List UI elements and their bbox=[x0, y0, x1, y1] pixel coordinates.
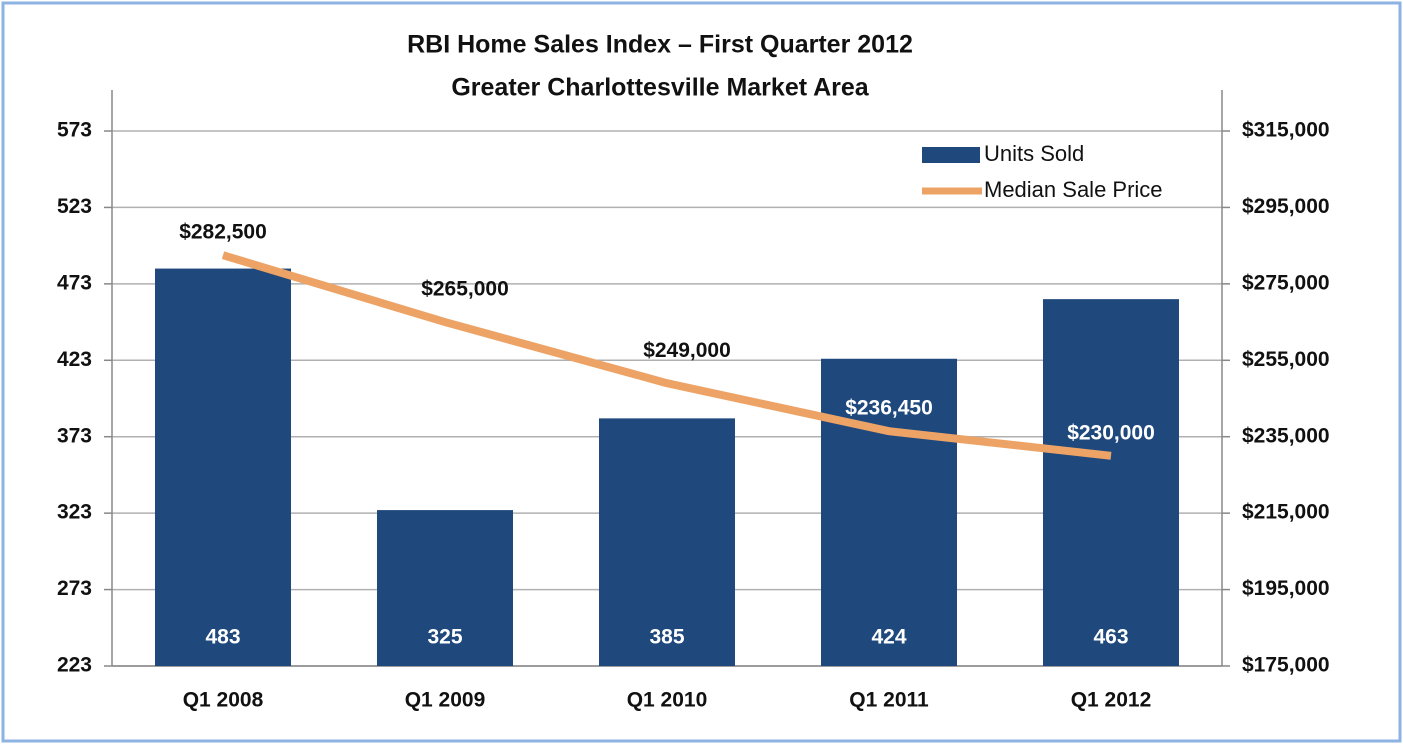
bar bbox=[1043, 299, 1179, 666]
line-value-label: $265,000 bbox=[421, 278, 509, 301]
y-tick-label: 223 bbox=[57, 654, 92, 677]
y2-tick-label: $315,000 bbox=[1242, 119, 1330, 142]
x-tick-label: Q1 2011 bbox=[849, 689, 929, 712]
x-tick-label: Q1 2010 bbox=[627, 689, 708, 712]
y2-tick-label: $235,000 bbox=[1242, 424, 1330, 447]
y-tick-label: 273 bbox=[57, 577, 92, 600]
bar bbox=[821, 358, 957, 666]
y2-tick-label: $255,000 bbox=[1242, 348, 1330, 371]
line-value-label: $249,000 bbox=[643, 339, 731, 362]
bar bbox=[377, 510, 513, 666]
bar bbox=[155, 268, 291, 666]
y2-tick-label: $215,000 bbox=[1242, 501, 1330, 524]
legend-label: Units Sold bbox=[984, 141, 1084, 166]
line bbox=[221, 251, 1112, 460]
y-tick-label: 523 bbox=[57, 195, 92, 218]
bar-value-label: 483 bbox=[205, 626, 240, 649]
x-tick-label: Q1 2008 bbox=[183, 689, 264, 712]
legend-swatch bbox=[922, 147, 980, 163]
y-tick-label: 473 bbox=[57, 271, 92, 294]
bar-value-label: 463 bbox=[1093, 626, 1128, 649]
line-value-label: $236,450 bbox=[845, 397, 933, 420]
y-tick-label: 373 bbox=[57, 424, 92, 447]
x-tick-label: Q1 2012 bbox=[1071, 689, 1152, 712]
bar bbox=[599, 418, 735, 666]
y2-tick-label: $275,000 bbox=[1242, 271, 1330, 294]
y2-tick-label: $295,000 bbox=[1242, 195, 1330, 218]
y2-tick-label: $195,000 bbox=[1242, 577, 1330, 600]
x-tick-label: Q1 2009 bbox=[405, 689, 486, 712]
chart-title: RBI Home Sales Index – First Quarter 201… bbox=[407, 31, 913, 59]
line-value-label: $282,500 bbox=[179, 221, 267, 244]
chart-subtitle: Greater Charlottesville Market Area bbox=[451, 74, 869, 102]
bar-value-label: 424 bbox=[871, 626, 906, 649]
bar-value-label: 325 bbox=[427, 626, 462, 649]
line-value-label: $230,000 bbox=[1067, 421, 1155, 444]
y-tick-label: 573 bbox=[57, 119, 92, 142]
y-tick-label: 323 bbox=[57, 501, 92, 524]
y2-tick-label: $175,000 bbox=[1242, 654, 1330, 677]
y-tick-label: 423 bbox=[57, 348, 92, 371]
bar-value-label: 385 bbox=[649, 626, 684, 649]
legend-label: Median Sale Price bbox=[984, 177, 1163, 202]
